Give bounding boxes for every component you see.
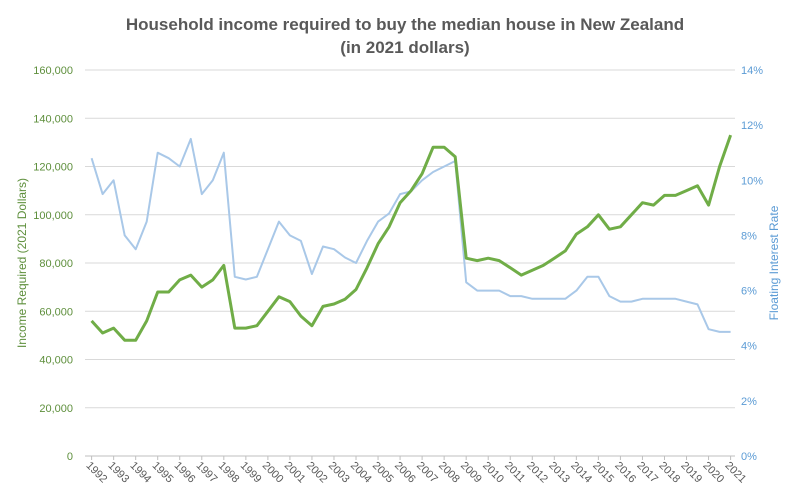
y-tick-label: 60,000 [39,306,73,318]
x-tick-label: 1998 [216,460,242,486]
x-tick-label: 2017 [634,460,660,486]
x-tick-label: 2002 [304,460,330,486]
y-tick-label: 0 [67,451,73,463]
x-tick-label: 2005 [370,460,396,486]
chart-title: Household income required to buy the med… [126,15,684,34]
x-tick-label: 1995 [150,460,176,486]
x-tick-label: 2016 [612,460,638,486]
y-tick-label: 120,000 [33,162,73,174]
x-tick-label: 1993 [106,460,132,486]
x-tick-label: 2004 [348,460,374,486]
y-tick-label: 160,000 [33,65,73,77]
x-tick-label: 2010 [480,460,506,486]
y2-tick-label: 4% [741,341,757,353]
x-tick-label: 1994 [128,460,154,486]
x-tick-label: 2018 [656,460,682,486]
y2-tick-label: 12% [741,120,763,132]
series-line [90,137,731,333]
x-tick-label: 1996 [172,460,198,486]
y2-tick-label: 14% [741,65,763,77]
x-tick-label: 2013 [546,460,572,486]
y2-tick-label: 10% [741,175,763,187]
x-tick-label: 2001 [282,460,308,486]
x-tick-label: 2007 [414,460,440,486]
x-tick-label: 2006 [392,460,418,486]
y-tick-label: 100,000 [33,210,73,222]
x-tick-label: 2014 [568,460,594,486]
x-tick-label: 2012 [524,460,550,486]
x-tick-label: 2011 [502,460,527,485]
x-tick-label: 2020 [700,460,726,486]
y-tick-label: 80,000 [39,258,73,270]
y2-tick-label: 2% [741,396,757,408]
x-tick-label: 2021 [722,460,748,486]
x-tick-label: 2015 [590,460,616,486]
x-tick-label: 1997 [194,460,220,486]
x-tick-label: 2019 [678,460,704,486]
y2-tick-label: 8% [741,230,757,242]
y2-tick-label: 0% [741,451,757,463]
y2-tick-label: 6% [741,286,757,298]
x-tick-label: 1999 [238,460,264,486]
y-axis-label: Income Required (2021 Dollars) [15,178,29,348]
y-tick-label: 140,000 [33,113,73,125]
x-tick-label: 2003 [326,460,352,486]
y-tick-label: 40,000 [39,355,73,367]
x-tick-label: 2000 [260,460,286,486]
y-tick-label: 20,000 [39,403,73,415]
x-tick-label: 2008 [436,460,462,486]
y2-axis-label: Floating Interest Rate [767,205,781,320]
x-tick-label: 2009 [458,460,484,486]
x-tick-label: 1992 [83,460,109,486]
series-line [90,134,733,342]
chart-subtitle: (in 2021 dollars) [340,38,469,57]
